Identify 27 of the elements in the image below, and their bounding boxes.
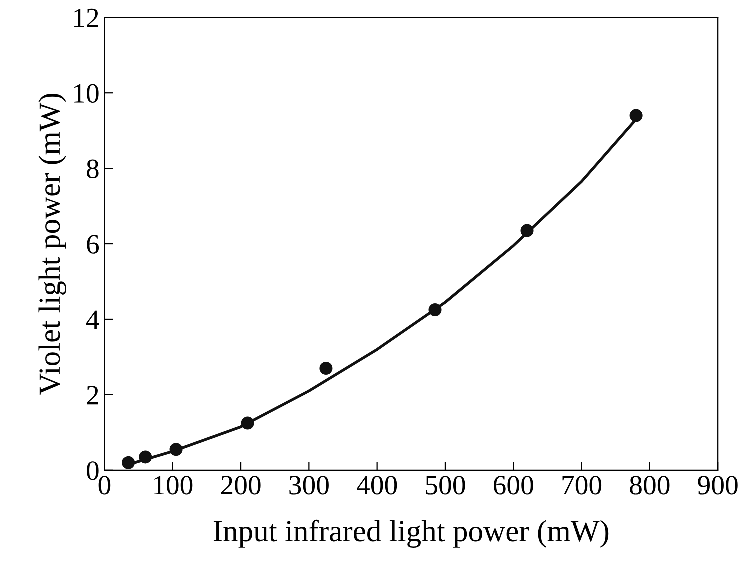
x-tick-label: 400 [357,476,398,495]
y-tick-label: 0 [87,462,99,480]
point [630,109,643,122]
y-tick-label: 10 [74,84,99,104]
x-tick-label: 900 [698,476,738,495]
point [428,304,442,317]
x-tick-label: 100 [154,476,193,495]
y-tick-label: 2 [87,386,98,405]
point [320,362,333,376]
x-tick-label: 600 [494,476,534,495]
point [241,416,254,430]
x-tick-label: 800 [630,476,670,495]
point [122,456,136,470]
point [170,443,183,456]
x-axis-title: Input infrared light power (mW) [214,520,609,548]
point [139,450,152,464]
y-tick-label: 8 [87,160,99,178]
x-tick-label: 300 [290,476,329,495]
x-tick-label: 200 [221,476,261,495]
x-tick-label: 700 [562,476,602,495]
point [520,224,534,238]
y-tick-label: 12 [74,8,98,28]
x-tick-label: 0 [98,476,111,495]
y-tick-label: 4 [86,310,100,330]
x-tick-label: 500 [426,476,466,495]
y-axis-title: Violet light power (mW) [38,94,67,396]
y-tick-label: 6 [87,235,100,254]
